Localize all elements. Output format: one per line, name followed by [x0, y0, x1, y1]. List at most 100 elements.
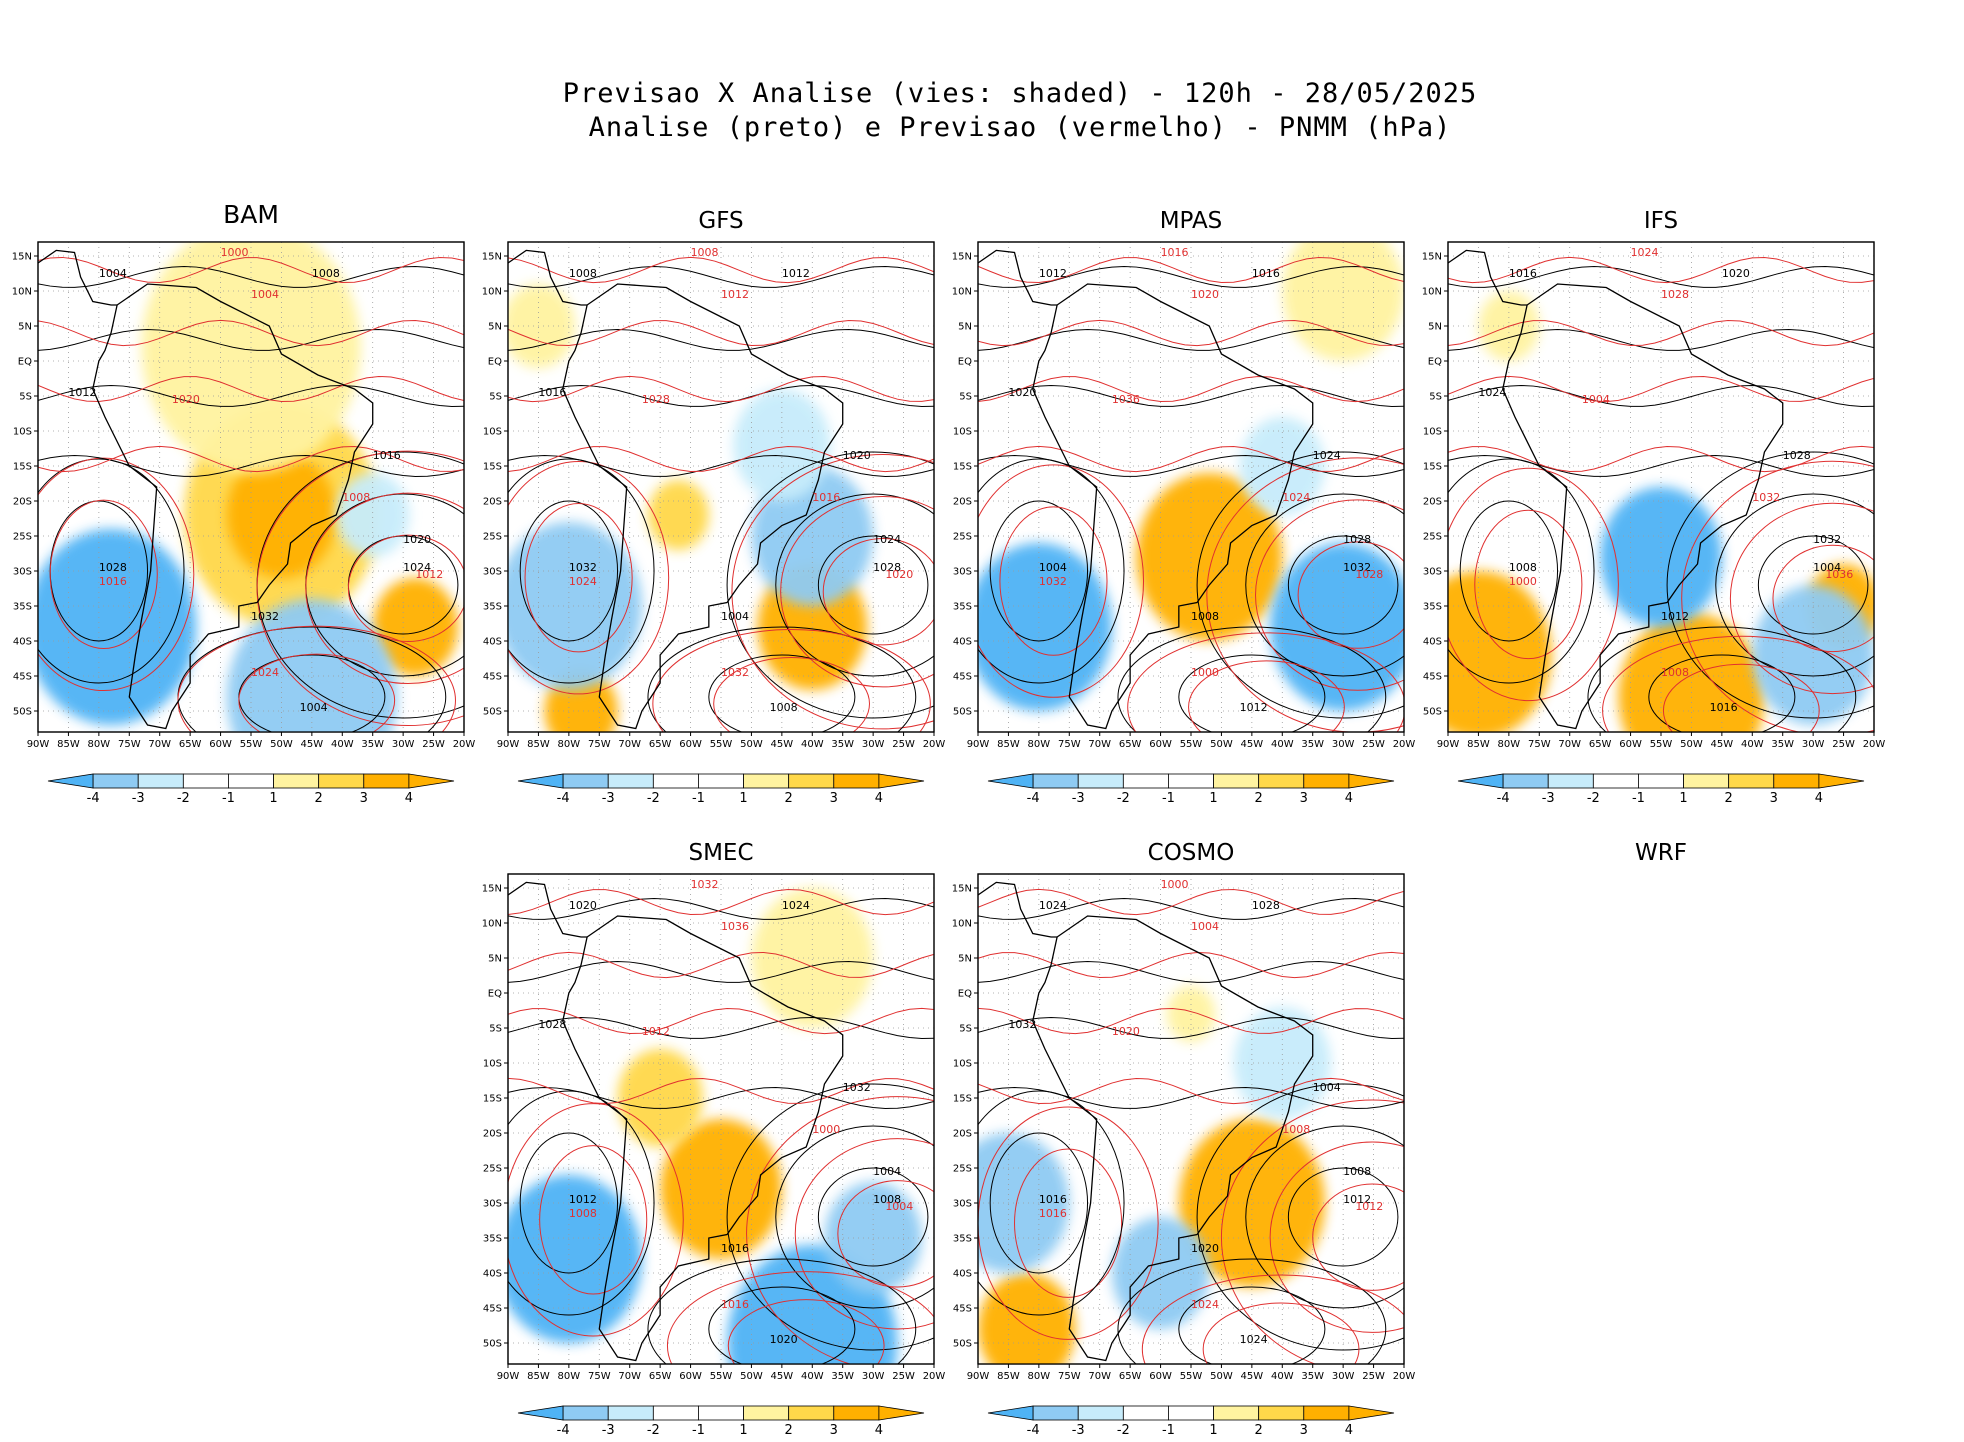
forecast-isobar: [978, 951, 1404, 979]
bias-region: [617, 1049, 703, 1147]
lat-tick-label: 15N: [12, 252, 32, 263]
forecast-isobar-label: 1012: [1355, 1200, 1383, 1213]
lon-tick-label: 90W: [27, 739, 50, 750]
forecast-isobar: [780, 496, 934, 688]
forecast-isobar-label: 1016: [1039, 1207, 1067, 1220]
forecast-isobar-label: 1004: [1582, 393, 1610, 406]
lon-tick-label: 20W: [453, 739, 476, 750]
lat-tick-label: 50S: [1423, 707, 1442, 718]
analysis-isobar-label: 1004: [300, 701, 328, 714]
analysis-isobar-label: 1008: [770, 701, 798, 714]
panel-title-smec: SMEC: [688, 840, 754, 866]
analysis-isobar-label: 1024: [1240, 1333, 1268, 1346]
bias-region: [751, 888, 874, 1028]
lat-tick-label: 45S: [483, 1304, 502, 1315]
analysis-isobar: [508, 458, 655, 684]
lon-tick-label: 30W: [862, 1371, 885, 1382]
colorbar-label: -1: [692, 791, 705, 806]
forecast-isobar: [508, 445, 934, 473]
colorbar-label: 2: [785, 1423, 793, 1438]
map-cosmo: 1024 1028 1032 1004 1008 1012 1016 1020 1024 1000…: [952, 873, 1415, 1382]
lat-tick-label: 15S: [953, 1094, 972, 1105]
forecast-isobar: [978, 375, 1404, 403]
lon-tick-label: 70W: [148, 739, 171, 750]
lon-tick-label: 45W: [301, 739, 324, 750]
lon-tick-label: 30W: [1802, 739, 1825, 750]
forecast-isobar: [305, 492, 464, 685]
analysis-isobar-label: 1032: [1008, 1018, 1036, 1031]
analysis-isobar: [1459, 500, 1559, 642]
forecast-isobar: [177, 625, 456, 732]
lon-tick-label: 45W: [771, 1371, 794, 1382]
lon-tick-label: 25W: [892, 1371, 915, 1382]
map-ifs: 1016 1020 1024 1028 1032 1004 1008 1012 1016 1024…: [1422, 241, 1885, 750]
bias-region: [1448, 571, 1552, 732]
map-gfs: 1008 1012 1016 1020 1024 1028 1032 1004 1008 1008…: [482, 241, 945, 750]
forecast-isobar: [1014, 1148, 1123, 1298]
analysis-isobar-label: 1004: [1313, 1081, 1341, 1094]
colorbar-ifs: -4 -3 -2 -1 1 2 3 4: [1457, 773, 1865, 806]
forecast-isobar-label: 1032: [1039, 575, 1067, 588]
lon-tick-label: 70W: [1088, 1371, 1111, 1382]
colorbar-label: 3: [1300, 1423, 1308, 1438]
lon-tick-label: 40W: [801, 1371, 824, 1382]
forecast-isobar: [978, 445, 1404, 473]
bias-region: [38, 529, 197, 725]
analysis-isobar-label: 1016: [373, 449, 401, 462]
analysis-isobar: [508, 454, 934, 477]
colorbar-label: 4: [875, 1423, 883, 1438]
analysis-isobar: [1178, 1286, 1326, 1364]
lat-tick-label: 45S: [953, 672, 972, 683]
forecast-isobar: [508, 951, 934, 979]
analysis-isobar-label: 1032: [251, 610, 279, 623]
forecast-isobar: [1312, 1183, 1404, 1291]
analysis-isobar-label: 1008: [873, 1193, 901, 1206]
lat-tick-label: 50S: [13, 707, 32, 718]
analysis-isobar: [1196, 451, 1404, 719]
forecast-isobar-label: 1008: [342, 491, 370, 504]
bias-region: [1270, 543, 1404, 711]
analysis-isobar: [1666, 451, 1874, 719]
panel-title-wrf: WRF: [1635, 840, 1687, 866]
colorbar-label: 1: [1209, 1423, 1217, 1438]
analysis-isobar: [38, 265, 464, 288]
analysis-isobar: [989, 500, 1089, 642]
lon-tick-label: 50W: [740, 739, 763, 750]
forecast-isobar: [38, 319, 464, 347]
lon-tick-label: 50W: [740, 1371, 763, 1382]
lon-tick-label: 80W: [1028, 739, 1051, 750]
bias-region: [508, 1175, 642, 1343]
colorbar-label: 2: [1255, 1423, 1263, 1438]
analysis-isobar-label: 1028: [1343, 533, 1371, 546]
colorbar-label: -1: [1632, 791, 1645, 806]
forecast-isobar-label: 1020: [1191, 288, 1219, 301]
lat-tick-label: 30S: [953, 1199, 972, 1210]
lat-tick-label: 35S: [483, 602, 502, 613]
forecast-isobar-label: 1032: [691, 878, 719, 891]
forecast-isobar: [731, 454, 934, 730]
lon-tick-label: 65W: [1589, 739, 1612, 750]
colorbar-label: -4: [557, 1423, 570, 1438]
lat-tick-label: 5N: [18, 322, 32, 333]
forecast-isobar: [978, 464, 1145, 698]
analysis-isobar-label: 1016: [1039, 1193, 1067, 1206]
analysis-isobar-label: 1012: [68, 386, 96, 399]
forecast-isobar-label: 1004: [885, 1200, 913, 1213]
lon-tick-label: 50W: [270, 739, 293, 750]
analysis-isobar: [1117, 626, 1387, 732]
analysis-isobar: [817, 1167, 929, 1267]
analysis-isobar: [708, 1286, 856, 1364]
colorbar-label: 3: [1300, 791, 1308, 806]
lat-tick-label: 15N: [482, 884, 502, 895]
lat-tick-label: 10N: [952, 287, 972, 298]
lat-tick-label: 5N: [488, 322, 502, 333]
lat-tick-label: EQ: [1428, 357, 1442, 368]
lat-tick-label: 15S: [953, 462, 972, 473]
lat-tick-label: 25S: [483, 532, 502, 543]
lon-tick-label: 55W: [1650, 739, 1673, 750]
analysis-isobar: [508, 1086, 934, 1109]
lat-tick-label: 5S: [959, 392, 972, 403]
colorbar-label: 3: [360, 791, 368, 806]
analysis-isobar-label: 1008: [1509, 561, 1537, 574]
forecast-isobar-label: 1016: [812, 491, 840, 504]
